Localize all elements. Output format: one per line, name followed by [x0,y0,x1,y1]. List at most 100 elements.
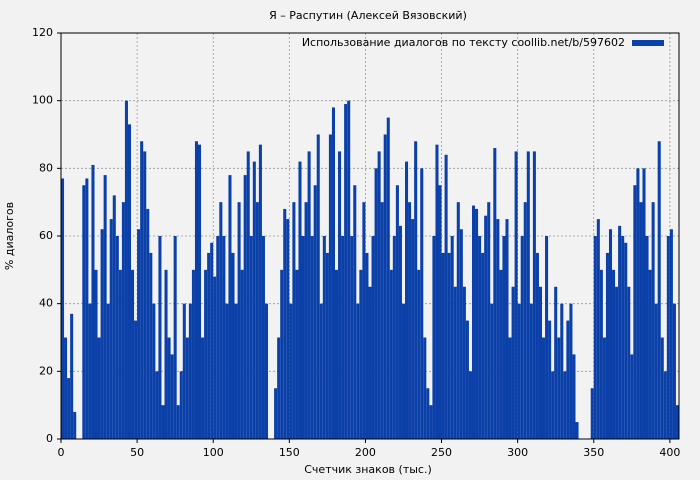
bar [493,148,497,440]
y-tick-label: 120 [32,26,53,39]
bar [548,320,552,439]
bar [240,269,244,439]
bar [417,269,421,439]
bar [246,151,250,439]
bar [124,100,128,440]
bar [411,219,415,439]
bar [356,303,360,439]
bar [459,229,463,439]
bar [201,337,205,439]
bar [532,151,536,439]
bar [535,252,539,439]
y-axis-label: % диалогов [3,202,16,270]
bar [651,202,655,439]
bar [115,236,119,439]
bar [182,303,186,439]
bar [468,371,472,439]
bar [490,303,494,439]
bar [210,242,214,439]
bar [639,202,643,439]
bar [398,225,402,439]
bar [359,269,363,439]
y-tick-label: 80 [39,161,53,174]
bar [423,337,427,439]
bar [188,303,192,439]
bar [505,219,509,439]
bar [368,286,372,439]
bar [134,320,138,439]
bar [563,371,567,439]
bar [219,202,223,439]
bar [554,286,558,439]
bar [666,236,670,439]
bar [529,303,533,439]
bar [170,354,174,439]
bar [179,371,183,439]
x-tick-label: 0 [58,446,65,459]
y-tick-label: 100 [32,94,53,107]
bar [307,151,311,439]
bar [593,236,597,439]
bar [292,202,296,439]
bar [207,252,211,439]
bar [225,303,229,439]
bar [630,354,634,439]
bar [471,205,476,439]
bar [475,208,479,439]
bar [481,252,485,439]
y-tick-label: 20 [39,364,53,377]
bar [429,405,433,439]
bar [298,161,302,440]
bar [137,229,141,439]
bar [441,252,445,439]
bar [249,236,253,439]
bar [106,303,110,439]
bar [85,178,89,439]
bar [675,405,679,439]
bar [380,202,384,439]
y-tick-label: 0 [46,432,53,445]
bar [73,411,77,439]
bar [112,195,116,439]
bar [283,208,287,439]
bar [401,303,406,439]
bar [618,225,622,439]
x-tick-label: 100 [203,446,224,459]
bar [496,219,500,439]
plot-frame [60,32,680,440]
bar [362,202,366,439]
bar [204,269,208,439]
bar [520,236,524,439]
bar [152,303,156,439]
bar [572,354,576,439]
bar [331,107,335,439]
bar [158,236,162,439]
bar [100,229,104,439]
x-tick-label: 150 [279,446,300,459]
bar [438,185,442,439]
legend-swatch [632,40,664,46]
bar [280,269,284,439]
bar [155,371,159,439]
bar [499,269,503,439]
bar [669,229,673,439]
bar [109,219,113,439]
bar [304,202,308,439]
bar [599,269,603,439]
bar [383,134,387,439]
bar [173,236,177,439]
bar [328,134,332,439]
bar [350,236,354,439]
bar [167,337,171,439]
bar [149,252,153,439]
x-tick-label: 250 [431,446,452,459]
bar [590,388,594,439]
bar [453,286,457,439]
bar [420,168,424,440]
bar [487,202,491,439]
bar [197,144,202,439]
bar [545,236,549,439]
bar [633,185,637,439]
bar [143,151,147,439]
y-tick-label: 40 [39,297,53,310]
